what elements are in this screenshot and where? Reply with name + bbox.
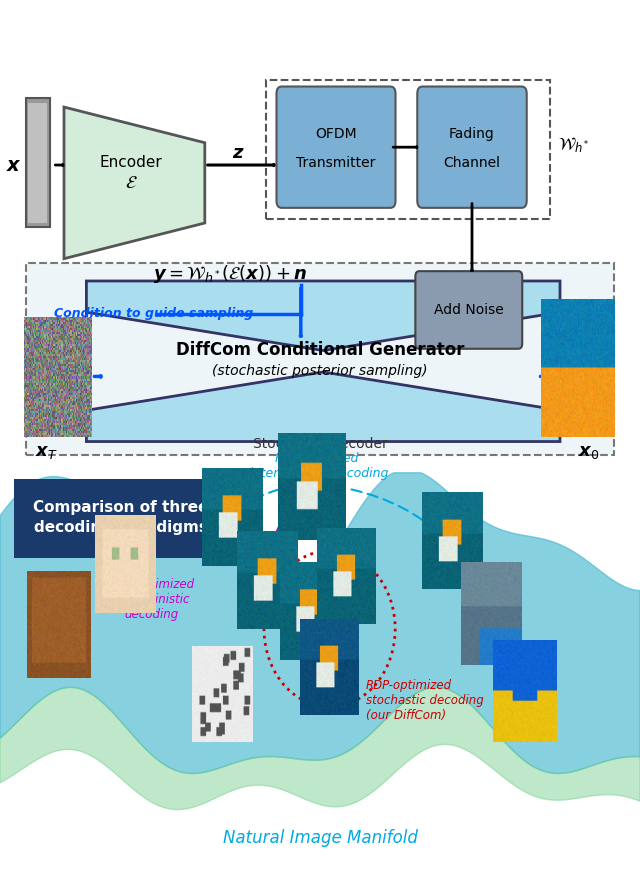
Text: $\boldsymbol{x}_T$: $\boldsymbol{x}_T$ [35, 443, 58, 461]
Text: RD-optimized
deterministic decoding: RD-optimized deterministic decoding [245, 452, 388, 480]
Text: Natural Image Manifold: Natural Image Manifold [223, 830, 417, 847]
Text: RDP-optimized
deterministic
decoding: RDP-optimized deterministic decoding [109, 578, 195, 621]
Text: Stochastic Decoder: Stochastic Decoder [253, 437, 387, 451]
Polygon shape [64, 107, 205, 259]
Text: $\boldsymbol{z}$: $\boldsymbol{z}$ [232, 145, 245, 162]
Text: (stochastic posterior sampling): (stochastic posterior sampling) [212, 364, 428, 378]
Bar [266, 80, 550, 219]
Text: Encoder: Encoder [100, 155, 163, 169]
Text: DiffCom Conditional Generator: DiffCom Conditional Generator [176, 341, 464, 359]
Text: Comparison of three
decoding paradigms: Comparison of three decoding paradigms [33, 500, 209, 535]
Text: $\boldsymbol{x}_0$: $\boldsymbol{x}_0$ [578, 443, 600, 461]
Text: Add Noise: Add Noise [434, 303, 504, 317]
Text: $\boldsymbol{x}$: $\boldsymbol{x}$ [6, 155, 22, 175]
Bar [26, 98, 50, 227]
Text: Transmitter: Transmitter [296, 156, 376, 170]
FancyBboxPatch shape [415, 271, 522, 349]
FancyBboxPatch shape [276, 87, 396, 208]
Text: $\boldsymbol{y}=\mathcal{W}_{h^*}(\mathcal{E}(\boldsymbol{x}))+\boldsymbol{n}$: $\boldsymbol{y}=\mathcal{W}_{h^*}(\mathc… [153, 263, 308, 285]
Bar [26, 263, 614, 455]
Text: $\mathcal{E}$: $\mathcal{E}$ [125, 174, 138, 192]
Text: OFDM: OFDM [315, 128, 357, 141]
Text: $\mathcal{W}_{h^*}$: $\mathcal{W}_{h^*}$ [558, 135, 590, 154]
Text: Fading: Fading [449, 128, 495, 141]
Text: RDP-optimized
stochastic decoding
(our DiffCom): RDP-optimized stochastic decoding (our D… [366, 679, 484, 722]
Bar [14, 479, 228, 558]
FancyBboxPatch shape [417, 87, 527, 208]
Polygon shape [86, 281, 560, 442]
Text: Channel: Channel [444, 156, 500, 170]
Bar [28, 103, 47, 223]
Text: Condition to guide sampling: Condition to guide sampling [54, 308, 253, 320]
